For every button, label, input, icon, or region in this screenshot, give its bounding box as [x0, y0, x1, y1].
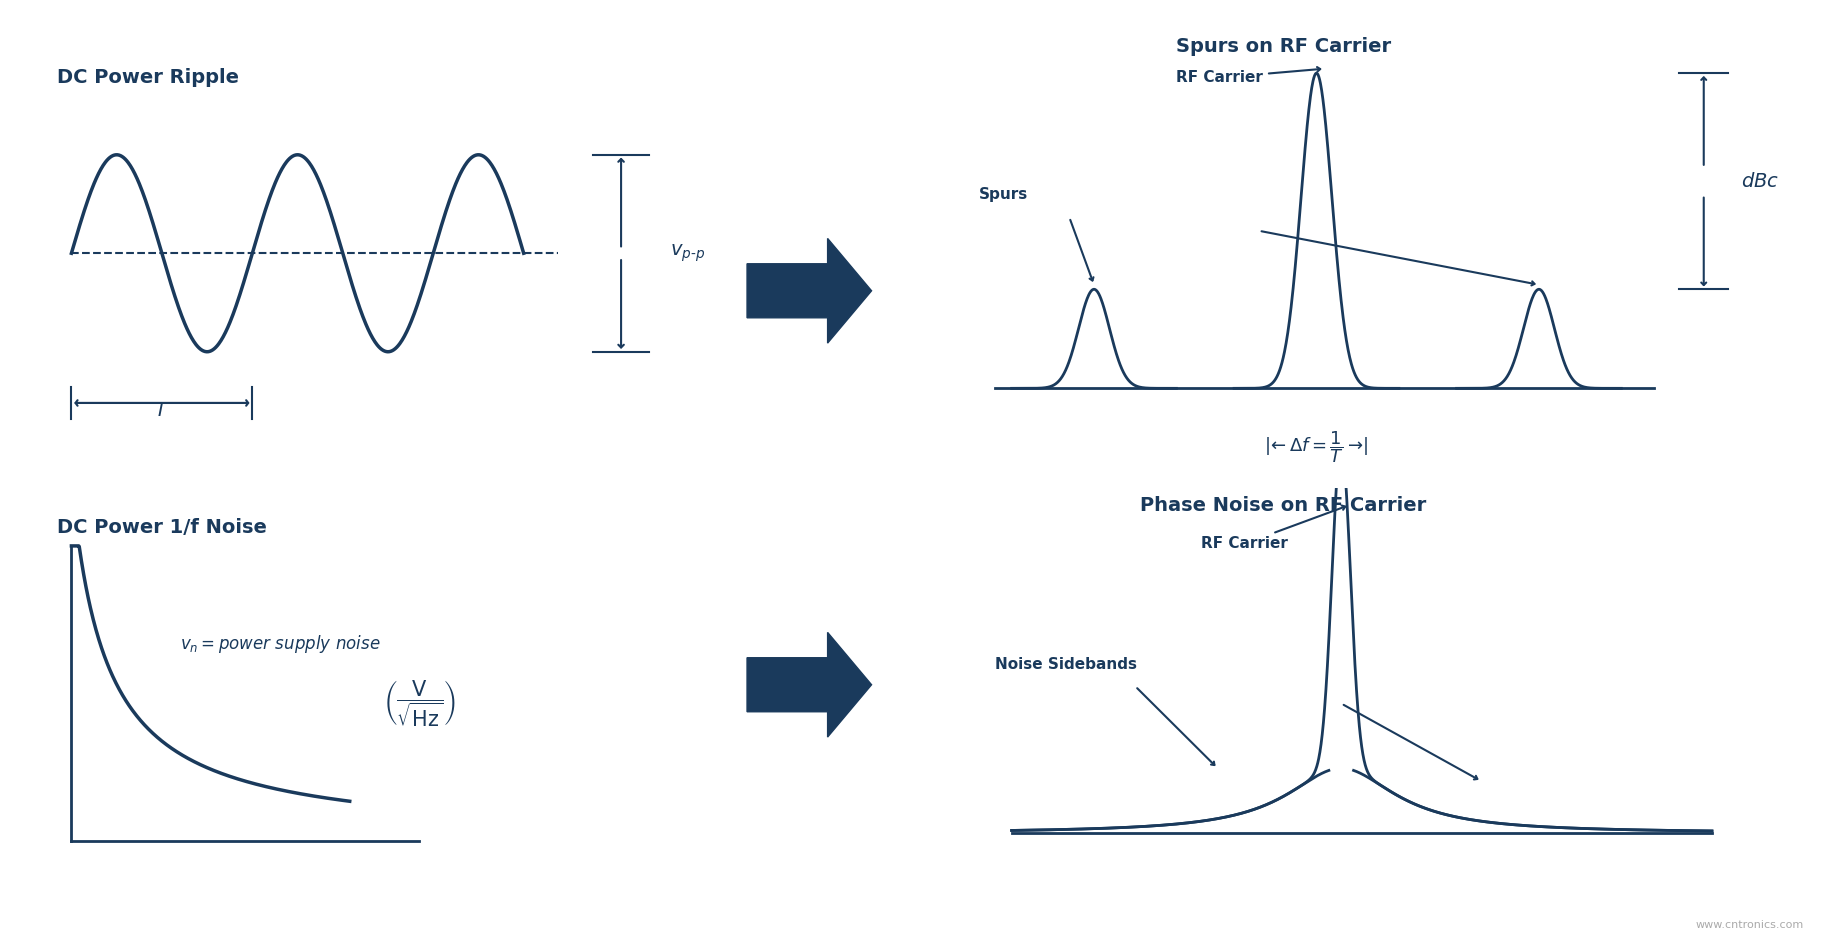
Text: www.cntronics.com: www.cntronics.com: [1695, 920, 1803, 930]
Text: Phase Noise on RF Carrier: Phase Noise on RF Carrier: [1140, 496, 1426, 515]
Text: $v_n = \mathit{power\ supply\ noise}$: $v_n = \mathit{power\ supply\ noise}$: [179, 633, 381, 656]
Text: RF Carrier: RF Carrier: [1177, 67, 1319, 85]
Text: Noise Sidebands: Noise Sidebands: [996, 657, 1136, 672]
Text: Spurs: Spurs: [979, 188, 1027, 203]
Text: RF Carrier: RF Carrier: [1200, 506, 1345, 552]
Text: $v_{p\text{-}p}$: $v_{p\text{-}p}$: [670, 243, 705, 264]
Text: DC Power Ripple: DC Power Ripple: [57, 68, 240, 87]
Text: $|\!\leftarrow \Delta f = \dfrac{1}{T} \rightarrow\!|$: $|\!\leftarrow \Delta f = \dfrac{1}{T} \…: [1263, 429, 1369, 464]
FancyArrow shape: [747, 238, 871, 343]
Text: DC Power 1/f Noise: DC Power 1/f Noise: [57, 519, 267, 537]
Text: $\left(\dfrac{\mathrm{V}}{\sqrt{\mathrm{Hz}}}\right)$: $\left(\dfrac{\mathrm{V}}{\sqrt{\mathrm{…: [382, 678, 456, 729]
FancyArrow shape: [747, 632, 871, 737]
Text: $dBc$: $dBc$: [1740, 172, 1779, 190]
Text: Spurs on RF Carrier: Spurs on RF Carrier: [1175, 38, 1391, 56]
Text: $T$: $T$: [154, 401, 170, 420]
